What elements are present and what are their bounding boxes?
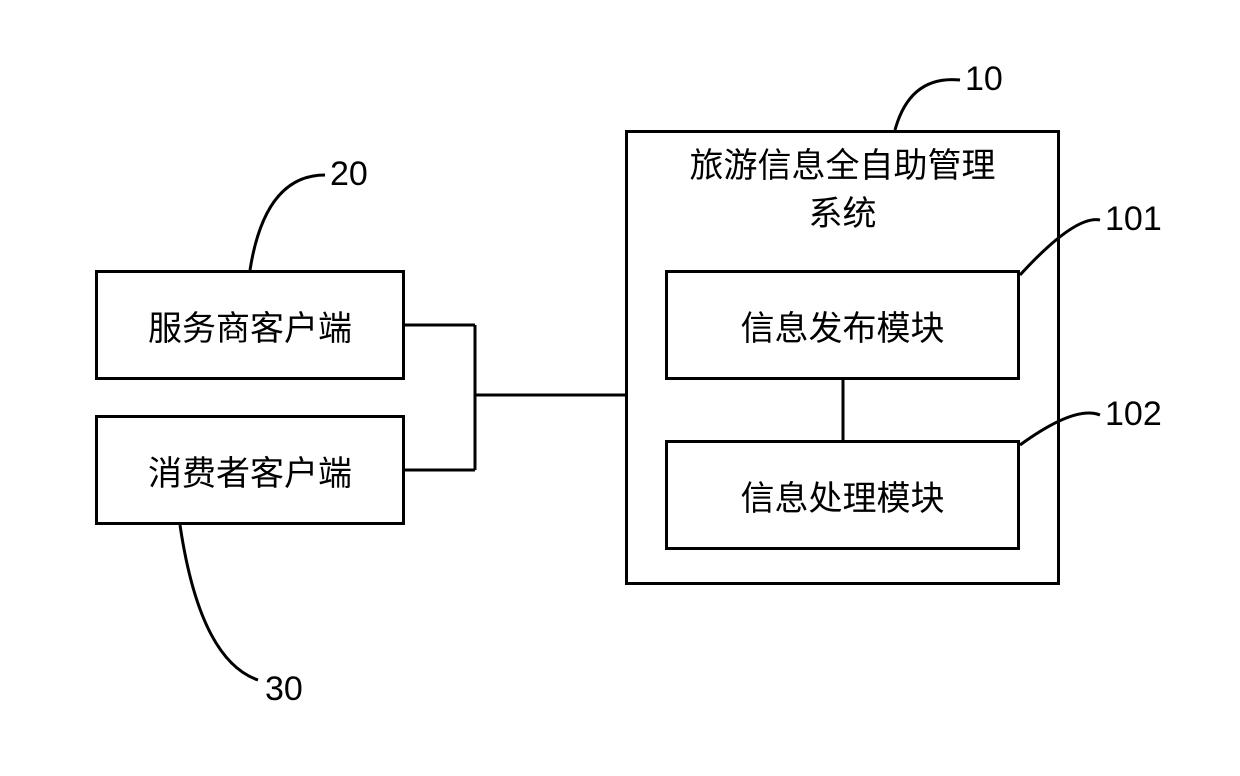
provider-client-box: 服务商客户端 [95, 270, 405, 380]
consumer-client-label: 消费者客户端 [148, 446, 352, 495]
label-20: 20 [330, 155, 368, 194]
label-30: 30 [265, 670, 303, 709]
label-102: 102 [1105, 395, 1162, 434]
info-publish-box: 信息发布模块 [665, 270, 1020, 380]
system-title-line2: 系统 [809, 195, 877, 233]
consumer-client-box: 消费者客户端 [95, 415, 405, 525]
label-101: 101 [1105, 200, 1162, 239]
diagram-container: 服务商客户端 消费者客户端 旅游信息全自助管理 系统 信息发布模块 信息处理模块… [0, 0, 1240, 776]
label-10: 10 [965, 60, 1003, 99]
info-publish-label: 信息发布模块 [741, 301, 945, 350]
leader-10 [895, 80, 960, 130]
system-container-title: 旅游信息全自助管理 系统 [628, 133, 1057, 248]
provider-client-label: 服务商客户端 [148, 301, 352, 350]
system-title-line1: 旅游信息全自助管理 [690, 147, 996, 185]
leader-30 [180, 525, 258, 680]
leader-20 [250, 175, 325, 270]
info-process-label: 信息处理模块 [741, 471, 945, 520]
info-process-box: 信息处理模块 [665, 440, 1020, 550]
